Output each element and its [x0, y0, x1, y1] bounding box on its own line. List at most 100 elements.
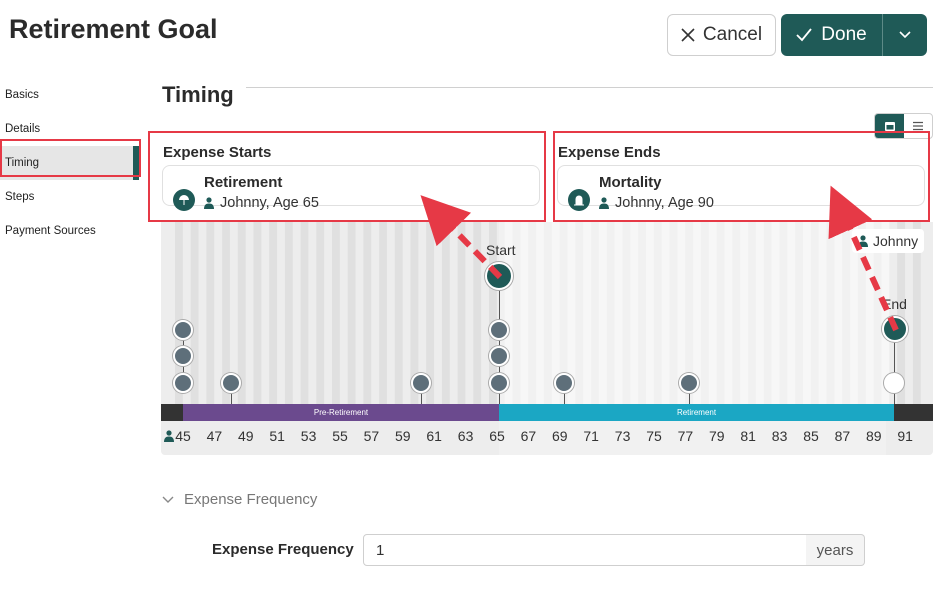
expense-frequency-label: Expense Frequency	[212, 541, 354, 558]
event-marker[interactable]	[489, 373, 509, 393]
timeline-stripe	[536, 222, 544, 404]
end-event-marker[interactable]	[884, 373, 904, 393]
expense-frequency-unit: years	[806, 534, 865, 566]
event-marker[interactable]	[489, 320, 509, 340]
timeline-after-bar	[894, 404, 933, 421]
expense-starts-card[interactable]: Retirement Johnny, Age 65	[162, 165, 540, 211]
start-flag: Start	[486, 242, 516, 258]
section-divider	[246, 87, 933, 88]
timeline-stripe	[567, 222, 576, 404]
highlight-box-start	[148, 131, 546, 222]
event-marker[interactable]	[173, 320, 193, 340]
timeline-chart: Pre-Retirement Retirement Start End 45 47…	[161, 222, 933, 455]
person-icon	[858, 235, 868, 247]
timeline-stripe	[912, 222, 921, 404]
timeline-stripe	[834, 222, 843, 404]
timeline-stripe	[520, 222, 529, 404]
timeline-stripe	[614, 222, 623, 404]
timeline-stripe	[708, 222, 717, 404]
person-tag: Johnny	[852, 229, 925, 253]
expense-ends-person-label: Johnny, Age 90	[615, 195, 714, 211]
event-marker[interactable]	[679, 373, 699, 393]
done-dropdown-button[interactable]	[882, 14, 927, 56]
timeline-stripe	[363, 222, 372, 404]
event-stem	[564, 386, 565, 404]
timeline-stripe	[284, 222, 293, 404]
timeline-stripe	[237, 222, 246, 404]
x-tick-label: 67	[520, 428, 537, 444]
event-marker[interactable]	[489, 346, 509, 366]
x-tick-label: 63	[457, 428, 474, 444]
timeline-stripe	[551, 222, 560, 404]
timeline-stripe	[787, 222, 796, 404]
sidebar-item-details[interactable]: Details	[5, 123, 41, 135]
highlight-box-end	[553, 131, 930, 222]
timeline-stripe	[818, 222, 827, 404]
timeline-stripe	[693, 222, 701, 404]
mortality-event-marker[interactable]	[882, 316, 908, 342]
timeline-before-bar	[161, 404, 183, 421]
expense-ends-card[interactable]: Mortality Johnny, Age 90	[557, 165, 925, 211]
timeline-stripe	[269, 222, 278, 404]
list-icon	[913, 121, 923, 131]
timeline-stripe	[583, 222, 592, 404]
timeline-stripe	[771, 222, 780, 404]
timeline-stripe	[347, 222, 356, 404]
person-icon	[164, 430, 174, 442]
calendar-view-button[interactable]	[875, 114, 904, 138]
event-marker[interactable]	[554, 373, 574, 393]
sidebar-item-basics[interactable]: Basics	[5, 89, 39, 101]
timeline-stripe	[332, 222, 340, 404]
x-tick-label: 73	[614, 428, 631, 444]
x-tick-label: 49	[238, 428, 254, 444]
mortality-stem	[894, 332, 895, 404]
close-icon	[681, 28, 695, 42]
play-event-marker[interactable]	[173, 373, 193, 393]
retirement-event-marker[interactable]	[485, 262, 513, 290]
x-tick-label: 55	[332, 428, 348, 444]
timeline-stripe	[410, 222, 419, 404]
timeline-stripe	[473, 222, 482, 404]
timeline-stripe	[379, 222, 387, 404]
x-tick-label: 61	[426, 428, 442, 444]
sidebar-item-payment-sources[interactable]: Payment Sources	[5, 225, 96, 237]
sidebar-item-steps[interactable]: Steps	[5, 191, 35, 203]
timeline-stripe	[724, 222, 733, 404]
x-tick-label: 75	[646, 428, 662, 444]
expense-starts-event: Retirement	[204, 174, 283, 191]
person-tag-label: Johnny	[873, 233, 919, 249]
x-tick-label: 91	[897, 428, 913, 444]
pre-retirement-bar: Pre-Retirement	[183, 404, 499, 421]
timeline-stripe	[897, 222, 906, 404]
event-marker[interactable]	[173, 346, 193, 366]
cancel-label: Cancel	[702, 24, 763, 45]
timeline-stripe	[630, 222, 639, 404]
x-tick-label: 59	[395, 428, 411, 444]
done-button[interactable]: Done	[781, 14, 882, 56]
sidebar-item-timing[interactable]: Timing	[0, 146, 139, 180]
x-tick-label: 51	[269, 428, 285, 444]
end-flag: End	[882, 296, 907, 312]
x-tick-label: 81	[740, 428, 756, 444]
timeline-stripe	[457, 222, 466, 404]
x-tick-label: 71	[583, 428, 599, 444]
highlight-box-nav	[0, 139, 141, 177]
expense-frequency-toggle[interactable]: Expense Frequency	[162, 491, 317, 508]
event-marker[interactable]	[411, 373, 431, 393]
list-view-button[interactable]	[904, 114, 932, 138]
x-tick-label: 85	[803, 428, 819, 444]
timeline-stripe	[803, 222, 811, 404]
expense-ends-label: Expense Ends	[558, 144, 661, 161]
expense-frequency-input[interactable]: 1	[363, 534, 807, 566]
x-tick-label: 45	[175, 428, 191, 444]
x-tick-label: 57	[363, 428, 380, 444]
timeline-stripe	[175, 222, 183, 404]
timeline-stripe	[394, 222, 403, 404]
retirement-bar: Retirement	[499, 404, 894, 421]
timeline-stripe	[426, 222, 435, 404]
timeline-stripe	[190, 222, 199, 404]
cancel-button[interactable]: Cancel	[667, 14, 776, 56]
event-marker[interactable]	[221, 373, 241, 393]
page-title: Retirement Goal	[9, 14, 218, 44]
expense-starts-person: Johnny, Age 65	[204, 195, 319, 211]
